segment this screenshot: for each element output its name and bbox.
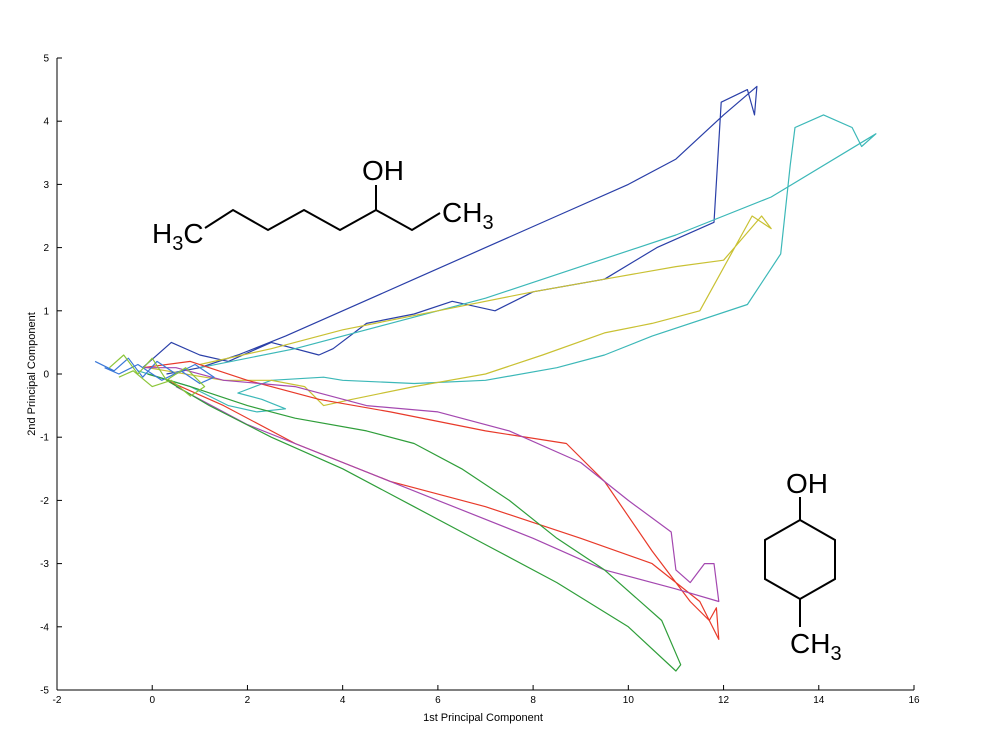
series-layer (94, 85, 877, 672)
methylcyclohexanol-structure: OH CH3 (764, 468, 842, 665)
x-tick-label: 0 (149, 695, 155, 706)
x-tick-label: 4 (340, 695, 346, 706)
x-tick-label: 10 (623, 695, 635, 706)
cyclohexanol-ch3-main: CH (790, 628, 830, 659)
octanol-structure: OH H3C CH3 (152, 155, 494, 255)
x-tick-label: 6 (435, 695, 441, 706)
y-tick-label: 1 (43, 306, 49, 317)
octanol-h3c-c: C (183, 218, 203, 249)
series-line-4 (142, 360, 720, 641)
octanol-h3c-sub: 3 (172, 233, 183, 255)
series-line-1 (142, 85, 758, 375)
cyclohexane-ring (764, 518, 836, 601)
series-line-6 (147, 373, 682, 672)
series-line-8 (109, 354, 206, 397)
y-tick-label: -4 (40, 622, 49, 633)
x-tick-label: 2 (245, 695, 251, 706)
x-tick-label: -2 (53, 695, 62, 706)
x-tick-label: 14 (813, 695, 825, 706)
x-tick-label: 12 (718, 695, 730, 706)
octanol-chain-bonds (204, 208, 441, 232)
series-line-5 (142, 367, 720, 603)
y-tick-label: -1 (40, 433, 49, 444)
series-line-3 (147, 215, 772, 407)
octanol-h3c-h: H (152, 218, 172, 249)
y-tick-label: 4 (43, 117, 49, 128)
series-line-2 (137, 114, 877, 413)
x-tick-label: 16 (908, 695, 920, 706)
y-tick-label: 5 (43, 54, 49, 65)
series-line-7 (94, 357, 215, 385)
octanol-oh-label: OH (362, 155, 404, 186)
y-tick-label: -5 (40, 686, 49, 697)
octanol-ch3-sub: 3 (482, 212, 493, 234)
y-tick-label: 0 (43, 370, 49, 381)
x-tick-label: 8 (530, 695, 536, 706)
octanol-ch3-label: CH3 (442, 197, 494, 234)
y-tick-label: -3 (40, 559, 49, 570)
cyclohexanol-ch3-sub: 3 (830, 643, 841, 665)
x-axis-label: 1st Principal Component (423, 712, 543, 724)
octanol-ch3-main: CH (442, 197, 482, 228)
cyclohexanol-ch3-label: CH3 (790, 628, 842, 665)
octanol-h3c-label: H3C (152, 218, 204, 255)
y-axis-label: 2nd Principal Component (26, 312, 38, 436)
cyclohexanol-oh-label: OH (786, 468, 828, 499)
y-tick-label: 3 (43, 180, 49, 191)
y-tick-label: 2 (43, 243, 49, 254)
y-tick-label: -2 (40, 496, 49, 507)
